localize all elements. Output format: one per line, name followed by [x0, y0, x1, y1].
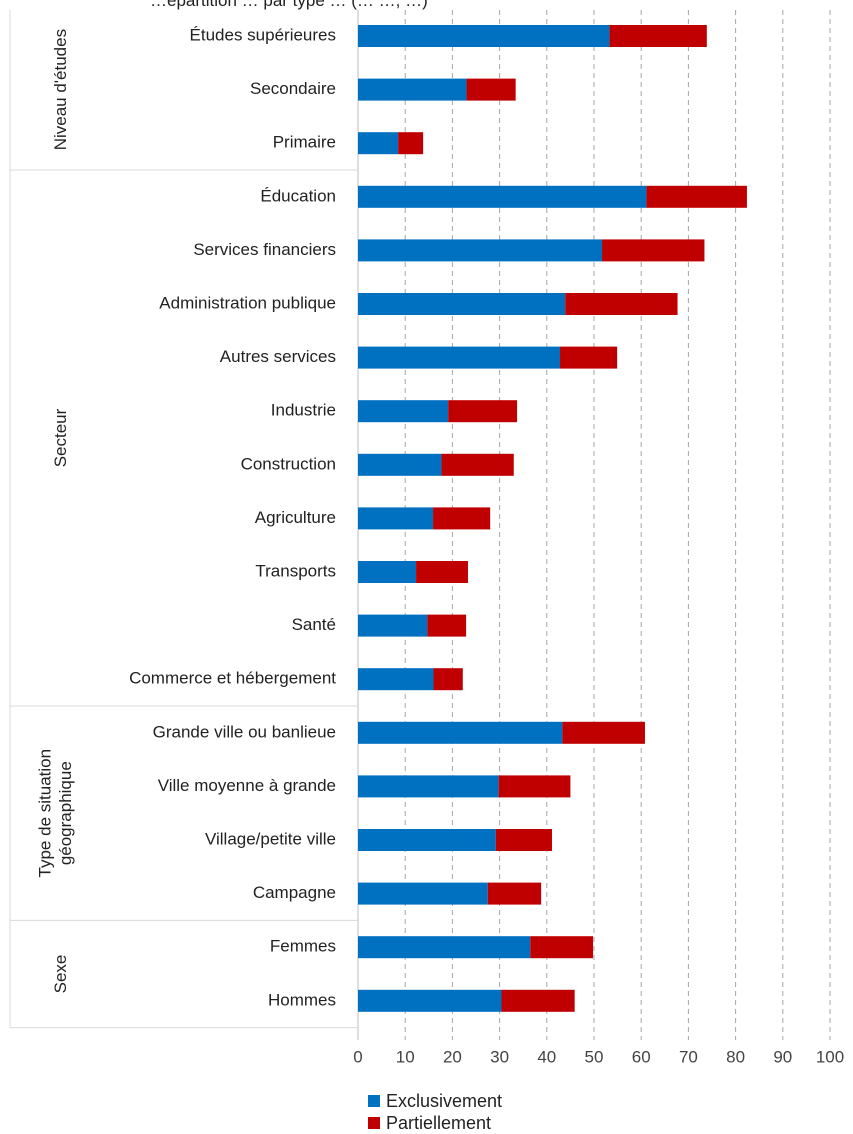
bar-exclusivement-administration-publique — [358, 293, 566, 315]
category-label-commerce-et-hebergement: Commerce et hébergement — [129, 669, 336, 688]
bar-partiellement-village-petite-ville — [495, 829, 552, 851]
category-labels: Études supérieures Secondaire Primaire Éduc… — [129, 25, 336, 1009]
x-tick-label-30: 30 — [490, 1047, 509, 1066]
chart-title: …épartition … par type … (… …, …) — [150, 0, 428, 10]
category-label-services-financiers: Services financiers — [193, 240, 336, 259]
bar-partiellement-femmes — [530, 936, 594, 959]
group-label-niveau-d-etudes: Niveau d'études — [51, 29, 70, 150]
bar-partiellement-agriculture — [433, 507, 491, 530]
bar-exclusivement-secondaire — [358, 78, 467, 101]
group-layer: Niveau d'études Secteur Type de situationg… — [9, 10, 358, 1029]
bar-partiellement-transports — [416, 561, 468, 583]
bar-exclusivement-industrie — [358, 400, 449, 423]
bar-partiellement-etudes-superieures — [609, 25, 707, 47]
bar-exclusivement-hommes — [358, 989, 502, 1012]
category-label-administration-publique: Administration publique — [159, 293, 336, 312]
bar-exclusivement-grande-ville-ou-banlieue — [358, 721, 563, 744]
bar-partiellement-industrie — [448, 400, 518, 423]
bar-exclusivement-autres-services — [358, 346, 561, 369]
bar-partiellement-primaire — [398, 132, 424, 155]
x-tick-label-90: 90 — [773, 1047, 792, 1066]
x-tick-label-100: 100 — [816, 1047, 844, 1066]
category-label-industrie: Industrie — [271, 401, 336, 420]
bar-partiellement-sante — [427, 614, 467, 637]
x-tick-label-10: 10 — [396, 1047, 415, 1066]
bar-partiellement-administration-publique — [565, 293, 678, 315]
bar-exclusivement-sante — [358, 614, 428, 637]
category-label-agriculture: Agriculture — [255, 508, 336, 527]
category-label-sante: Santé — [292, 615, 336, 634]
bar-exclusivement-etudes-superieures — [358, 25, 610, 47]
bar-exclusivement-primaire — [358, 132, 399, 155]
group-label-type-de-situation-geographique: Type de situationgéographique — [36, 749, 75, 878]
x-tick-label-50: 50 — [585, 1047, 604, 1066]
x-tick-label-20: 20 — [443, 1047, 462, 1066]
bar-exclusivement-village-petite-ville — [358, 829, 496, 851]
category-label-grande-ville-ou-banlieue: Grande ville ou banlieue — [153, 722, 336, 741]
category-label-secondaire: Secondaire — [250, 79, 336, 98]
bar-partiellement-hommes — [501, 989, 575, 1012]
category-label-transports: Transports — [255, 561, 336, 580]
bar-partiellement-autres-services — [560, 346, 618, 369]
legend-swatch-partiellement — [368, 1117, 380, 1129]
category-label-hommes: Hommes — [268, 990, 336, 1009]
bar-exclusivement-campagne — [358, 882, 488, 905]
legend-label-exclusivement: Exclusivement — [386, 1090, 503, 1111]
bar-partiellement-secondaire — [466, 78, 516, 101]
category-label-primaire: Primaire — [273, 133, 336, 152]
group-label-sexe: Sexe — [51, 955, 70, 994]
bar-exclusivement-femmes — [358, 936, 531, 959]
legend-item-partiellement: Partiellement — [368, 1112, 502, 1134]
bar-exclusivement-commerce-et-hebergement — [358, 668, 434, 691]
bar-partiellement-grande-ville-ou-banlieue — [562, 721, 645, 744]
bar-exclusivement-ville-moyenne-a-grande — [358, 775, 499, 798]
grid-layer — [357, 10, 831, 1040]
x-tick-label-40: 40 — [537, 1047, 556, 1066]
x-tick-label-60: 60 — [632, 1047, 651, 1066]
bar-exclusivement-services-financiers — [358, 239, 603, 262]
group-label-secteur: Secteur — [51, 408, 70, 467]
category-label-village-petite-ville: Village/petite ville — [205, 829, 336, 848]
x-axis-ticks: 0 10 20 30 40 50 60 70 80 90 100 — [353, 1047, 844, 1066]
bar-partiellement-services-financiers — [602, 239, 705, 262]
bar-partiellement-commerce-et-hebergement — [433, 668, 463, 691]
bar-exclusivement-transports — [358, 561, 417, 583]
bar-layer — [358, 25, 747, 1012]
bar-partiellement-ville-moyenne-a-grande — [498, 775, 571, 798]
category-label-education: Éducation — [260, 186, 336, 205]
legend: Exclusivement Partiellement — [368, 1090, 502, 1134]
category-label-femmes: Femmes — [270, 937, 336, 956]
bar-partiellement-education — [646, 185, 747, 208]
bar-partiellement-campagne — [487, 882, 542, 905]
legend-label-partiellement: Partiellement — [386, 1112, 492, 1133]
category-label-autres-services: Autres services — [220, 347, 336, 366]
category-label-ville-moyenne-a-grande: Ville moyenne à grande — [158, 776, 336, 795]
bar-exclusivement-construction — [358, 453, 442, 476]
bar-exclusivement-agriculture — [358, 507, 434, 530]
bar-partiellement-construction — [441, 453, 514, 476]
legend-swatch-exclusivement — [368, 1095, 380, 1107]
x-tick-label-70: 70 — [679, 1047, 698, 1066]
x-tick-label-0: 0 — [353, 1047, 362, 1066]
bar-exclusivement-education — [358, 185, 647, 208]
x-tick-label-80: 80 — [726, 1047, 745, 1066]
category-label-etudes-superieures: Études supérieures — [190, 25, 336, 44]
category-label-campagne: Campagne — [253, 883, 336, 902]
legend-item-exclusivement: Exclusivement — [368, 1090, 502, 1112]
category-label-construction: Construction — [241, 454, 336, 473]
